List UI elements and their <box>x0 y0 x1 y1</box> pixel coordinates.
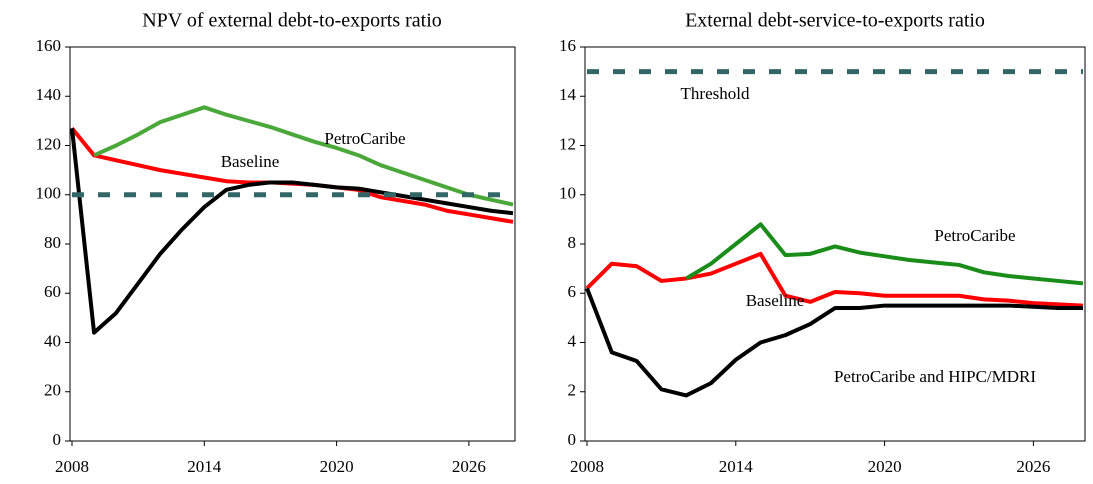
series-label: Baseline <box>221 152 280 171</box>
y-tick-label: 16 <box>559 36 576 55</box>
y-tick-label: 10 <box>559 184 576 203</box>
plot-frame <box>69 46 516 442</box>
y-tick-label: 2 <box>568 381 577 400</box>
series-line <box>585 287 1083 398</box>
x-tick-label: 2008 <box>55 457 89 476</box>
y-tick-label: 80 <box>44 233 61 252</box>
y-tick-label: 14 <box>559 85 577 104</box>
series-label: Baseline <box>746 291 805 310</box>
y-tick-label: 40 <box>44 331 61 350</box>
x-tick-label: 2014 <box>187 457 222 476</box>
y-tick-label: 140 <box>36 85 62 104</box>
x-tick-label: 2026 <box>1016 457 1050 476</box>
series-line <box>685 222 1084 286</box>
x-tick-label: 2020 <box>868 457 902 476</box>
series-line <box>70 126 514 224</box>
series-line <box>93 105 514 207</box>
series-label: PetroCaribe <box>934 226 1015 245</box>
y-tick-label: 6 <box>568 282 577 301</box>
y-tick-label: 100 <box>36 184 62 203</box>
y-tick-label: 120 <box>36 134 62 153</box>
series-label: PetroCaribe <box>324 129 405 148</box>
y-tick-label: 60 <box>44 282 61 301</box>
series-label: Threshold <box>681 84 750 103</box>
x-tick-label: 2026 <box>452 457 486 476</box>
series-label: PetroCaribe and HIPC/MDRI <box>834 367 1036 386</box>
y-tick-label: 20 <box>44 381 61 400</box>
y-tick-label: 4 <box>568 331 577 350</box>
x-tick-label: 2008 <box>570 457 604 476</box>
x-tick-label: 2014 <box>719 457 754 476</box>
y-tick-label: 0 <box>53 430 62 449</box>
chart-title: External debt-service-to-exports ratio <box>685 10 985 32</box>
y-tick-label: 160 <box>36 36 62 55</box>
chart-title: NPV of external debt-to-exports ratio <box>142 10 442 32</box>
y-tick-label: 0 <box>568 430 577 449</box>
series-line <box>70 128 514 335</box>
series-line <box>585 251 1084 308</box>
y-tick-label: 12 <box>559 134 576 153</box>
y-tick-label: 8 <box>568 233 577 252</box>
x-tick-label: 2020 <box>320 457 354 476</box>
